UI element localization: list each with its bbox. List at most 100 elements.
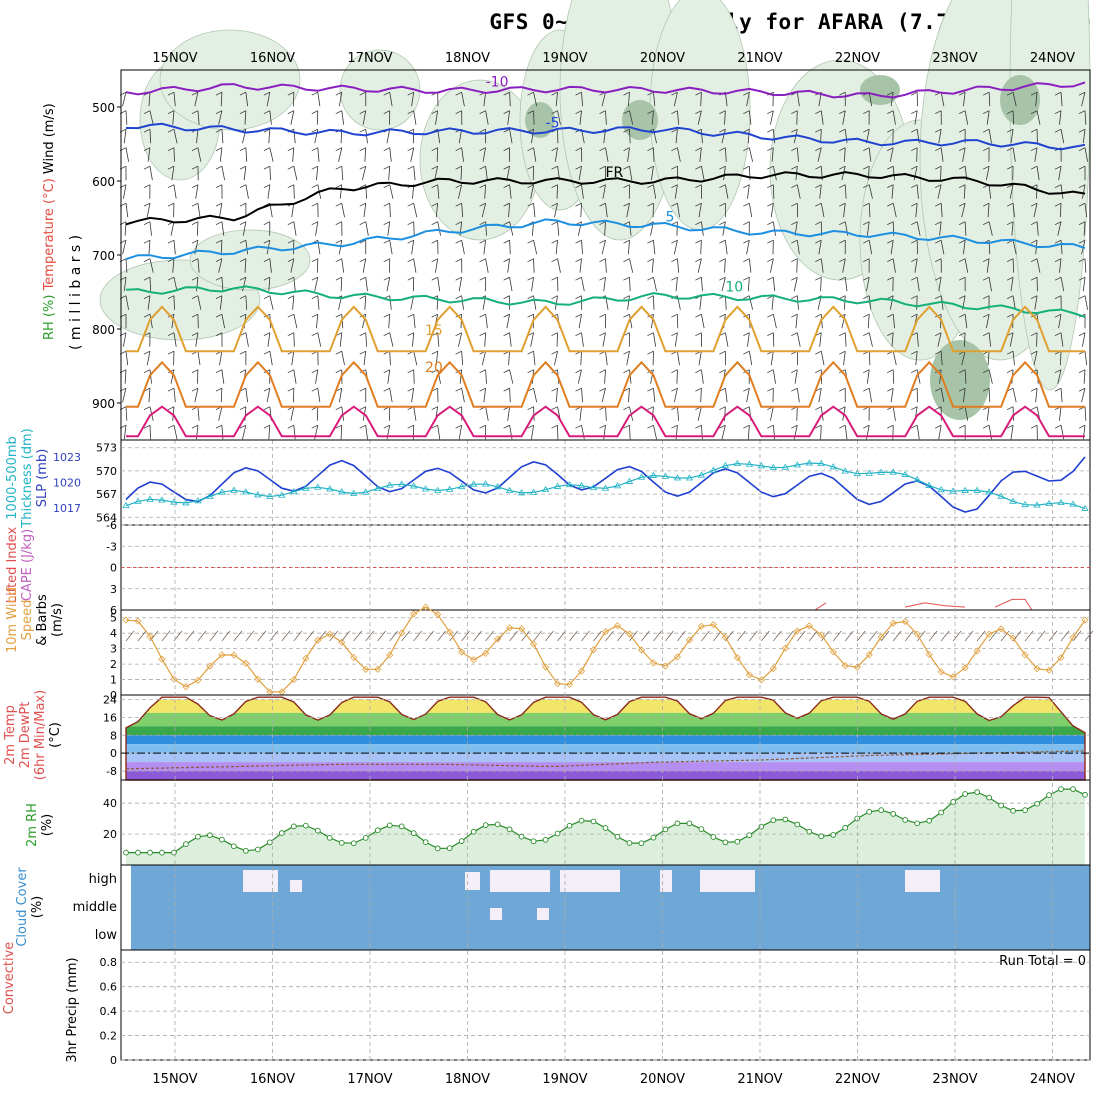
- wind-barb: [743, 276, 750, 281]
- wind-barb: [1054, 202, 1062, 207]
- wind-barb: [770, 406, 774, 421]
- wind-barb: [771, 295, 774, 310]
- isotherm-line: [125, 285, 1086, 318]
- wind-barb: [239, 369, 247, 374]
- wind-barb: [311, 184, 318, 189]
- wind-barb: [770, 351, 774, 366]
- wind-barb: [269, 295, 274, 310]
- wind-barb: [244, 258, 247, 273]
- wind-barb: [934, 424, 942, 429]
- wind-barb: [796, 240, 800, 255]
- wind-barb: [167, 184, 175, 189]
- wind-barb: [1057, 369, 1062, 384]
- wind-barb: [1078, 239, 1086, 244]
- wind-barb: [479, 202, 486, 207]
- isotherm-label: 10: [725, 280, 743, 296]
- wind-barb: [695, 202, 702, 207]
- wind-barb: [743, 239, 750, 244]
- date-label-bottom: 16NOV: [250, 1072, 295, 1087]
- wind-barb: [389, 388, 393, 403]
- wind-barb: [602, 332, 606, 347]
- wind-barb: [791, 387, 798, 392]
- wind-barb: [629, 369, 632, 384]
- wind-barb: [431, 147, 438, 152]
- wind-barb: [647, 202, 654, 207]
- rh-point: [195, 833, 201, 840]
- wind-barb: [557, 258, 561, 273]
- wind-barb: [431, 202, 438, 207]
- wind-barb: [1030, 147, 1038, 152]
- cloud-clear-gap: [290, 880, 302, 892]
- wind-barb: [934, 221, 942, 226]
- wind-barb: [383, 332, 390, 337]
- wind-barb: [172, 110, 175, 125]
- wind-barb: [647, 147, 654, 152]
- rh-point: [914, 820, 921, 827]
- rh-point: [566, 822, 573, 829]
- wind-barb: [889, 147, 894, 162]
- wind-barb: [143, 369, 151, 374]
- wind-barb: [695, 165, 702, 170]
- rh-point: [818, 833, 825, 840]
- wind-barb: [503, 184, 510, 189]
- wind-barb: [218, 406, 223, 421]
- wind-barb: [743, 350, 750, 355]
- wind-barb: [958, 276, 966, 281]
- wind-barb: [551, 165, 558, 170]
- y-tick-label: 0: [110, 689, 117, 702]
- wind-barb: [455, 202, 462, 207]
- surface-wind-barb: [593, 630, 602, 642]
- wind-barb: [815, 258, 822, 263]
- thickness-point: [290, 487, 298, 495]
- date-label-bottom: 23NOV: [932, 1072, 977, 1087]
- wind-barb: [508, 351, 510, 366]
- wind-barb: [623, 128, 630, 133]
- surface-wind-barb: [976, 630, 986, 642]
- wind-barb: [671, 91, 678, 96]
- wind-barb: [503, 239, 510, 244]
- thickness-point: [769, 463, 778, 471]
- wind-barb: [361, 166, 367, 181]
- wind-barb: [772, 166, 777, 181]
- wind-barb: [820, 129, 822, 144]
- wind-barb: [557, 221, 560, 236]
- wind-barb: [815, 202, 822, 207]
- wind-barb: [407, 110, 414, 115]
- wind-barb: [315, 369, 319, 384]
- rh-shading: [159, 29, 301, 131]
- wind-barb: [599, 369, 606, 374]
- wind-barb: [335, 424, 342, 429]
- rh-point: [638, 840, 645, 847]
- wind-barb: [364, 295, 367, 310]
- wind-barb: [173, 92, 176, 107]
- surface-wind-barb: [281, 630, 291, 642]
- wind-barb: [359, 91, 366, 96]
- wind-barb: [215, 313, 223, 318]
- wind-barb: [124, 369, 127, 384]
- rh-point: [362, 835, 369, 841]
- wind-barb: [509, 92, 511, 107]
- wind-barb: [483, 92, 487, 107]
- wind-barb: [503, 221, 510, 226]
- wind-barb: [239, 221, 247, 226]
- wind-barb: [719, 128, 726, 133]
- thickness-point: [457, 482, 466, 490]
- wind-barb: [143, 128, 151, 133]
- wind-barb: [263, 184, 271, 189]
- wind-barb: [527, 369, 534, 374]
- isotherm-line: [125, 218, 1086, 261]
- wind-barb: [839, 258, 846, 263]
- thickness-point: [673, 474, 682, 481]
- wind-barb: [671, 424, 678, 429]
- y-tick-label: 567: [96, 488, 117, 501]
- wind-barb: [509, 277, 513, 292]
- wind-barb: [287, 295, 295, 300]
- wind-barb: [215, 295, 223, 300]
- wind-barb: [461, 203, 464, 218]
- rh-point: [506, 826, 513, 833]
- wind-barb: [982, 313, 990, 318]
- thickness-point: [146, 495, 154, 502]
- wind-barb: [843, 147, 846, 162]
- wind-barb: [479, 369, 486, 374]
- wind-barb: [695, 369, 702, 374]
